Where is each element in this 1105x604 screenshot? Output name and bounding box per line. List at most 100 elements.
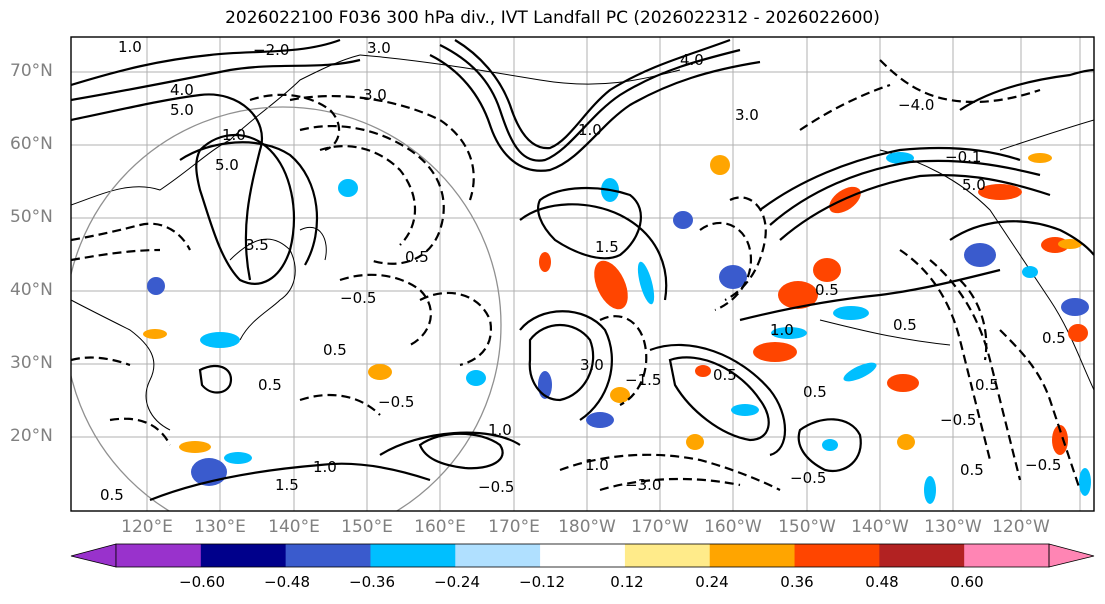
lon-label: 140°W [851,517,909,537]
contour-label: −4.0 [898,96,934,114]
contour-label: −0.5 [790,469,826,487]
contour-label: 0.5 [975,376,999,394]
contour-label: 0.5 [803,383,827,401]
shade-blob [843,362,877,382]
map-background [71,37,1094,511]
lat-label: 50°N [10,207,53,227]
negative-contours [71,59,1082,492]
lon-label: 180°W [558,517,616,537]
contour-label: 0.5 [815,281,839,299]
lon-label: 120°E [121,517,173,537]
colorbar-extend-low [70,543,117,568]
colorbar-tick: 0.24 [695,573,729,591]
lat-label: 20°N [10,426,53,446]
colorbar-extend-high [1048,543,1095,568]
map-frame [70,36,1095,512]
lon-label: 120°W [992,517,1050,537]
lon-label: 150°E [341,517,393,537]
projection-circle [71,106,502,511]
colorbar-segment [370,544,456,567]
lon-label: 150°W [778,517,836,537]
contour-label: 0.5 [258,376,282,394]
shade-blob [833,306,869,320]
colorbar-segment [794,544,880,567]
contour-label-layer: 3.0 5.0 4.0 1.0 5.0 3.0 1.0 1.5 4.0 −4.0… [100,38,1066,504]
contour-label: −0.5 [378,393,414,411]
colorbar-tick: 0.60 [950,573,984,591]
contour-label: 1.5 [275,476,299,494]
colorbar-segment [116,544,202,567]
shade-blob [813,258,841,282]
coastlines [71,54,1094,431]
colorbar-tick: 0.36 [780,573,814,591]
contour-label: 1.5 [595,238,619,256]
shade-blob [1079,468,1091,496]
shade-blob [466,370,486,386]
lat-label: 30°N [10,353,53,373]
contour-label: −0.5 [478,478,514,496]
colorbar-tick: −0.36 [349,573,395,591]
shade-blob [887,374,919,392]
colorbar-tick: −0.12 [519,573,565,591]
colorbar-frame [115,543,1050,568]
contour-label: −1.5 [625,371,661,389]
shade-blob [753,342,797,362]
shading-layer [143,152,1091,504]
contour-label: 4.0 [170,81,194,99]
shade-blob [1058,239,1082,249]
shade-blob [368,364,392,380]
contour-label: 5.0 [170,101,194,119]
shade-blob [1068,324,1088,342]
lat-label: 70°N [10,61,53,81]
contour-label: −0.5 [1025,456,1061,474]
shade-blob [586,412,614,428]
lon-label: 130°W [924,517,982,537]
contour-label: 4.0 [680,51,704,69]
colorbar-segment [709,544,796,567]
lat-label: 60°N [10,134,53,154]
contour-label: −0.1 [945,148,981,166]
contour-label: 1.0 [578,121,602,139]
shade-blob [924,476,936,504]
shade-blob [719,265,747,289]
contour-label: 1.0 [585,456,609,474]
colorbar-tick: −0.48 [264,573,310,591]
shade-blob [637,261,655,305]
shade-blob [147,277,165,295]
colorbar-segment [964,544,1050,567]
contour-label: 0.5 [713,366,737,384]
colorbar [70,543,1095,568]
shade-blob [897,434,915,450]
contour-label: 5.0 [215,156,239,174]
contour-label: −3.0 [625,476,661,494]
lon-label: 170°E [488,517,540,537]
shade-blob [1022,266,1038,278]
contour-label: 1.0 [118,38,142,56]
lon-label: 140°E [268,517,320,537]
contour-label: 1.0 [313,458,337,476]
shade-blob [829,186,861,214]
shade-blob [338,179,358,197]
shade-blob [731,404,759,416]
colorbar-segment [624,544,711,567]
lon-label: 160°W [704,517,762,537]
lon-label: 170°W [631,517,689,537]
shade-blob [224,452,252,464]
positive-contours [71,38,1094,502]
contour-label: 3.0 [580,356,604,374]
shade-blob [778,281,818,309]
shade-blob [978,184,1022,200]
shade-blob [886,152,914,164]
shade-blob [594,260,628,310]
colorbar-tick: 0.12 [610,573,644,591]
shade-blob [143,329,167,339]
contour-label: 0.5 [960,461,984,479]
shade-blob [610,387,630,403]
colorbar-segment [455,544,541,567]
shade-blob [964,243,996,267]
map-title: 2026022100 F036 300 hPa div., IVT Landfa… [225,8,880,28]
contour-label: 5.0 [962,176,986,194]
shade-blob [710,155,730,175]
contour-label: 3.5 [245,236,269,254]
